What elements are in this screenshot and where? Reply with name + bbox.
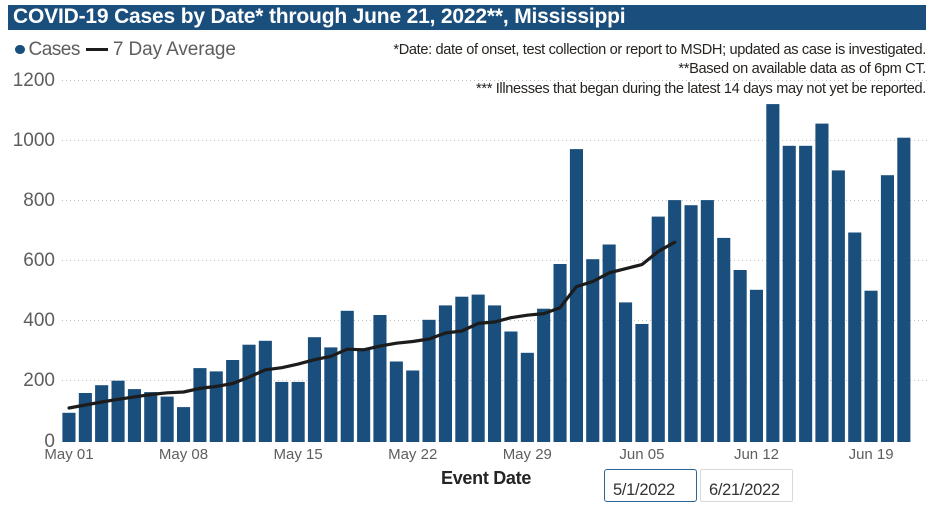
svg-text:Jun 05: Jun 05 [619, 446, 664, 463]
svg-text:400: 400 [23, 310, 55, 331]
svg-text:800: 800 [23, 190, 55, 211]
svg-text:1000: 1000 [13, 130, 55, 151]
svg-text:Jun 12: Jun 12 [734, 446, 779, 463]
svg-text:200: 200 [23, 370, 55, 391]
svg-text:Jun 19: Jun 19 [849, 446, 894, 463]
svg-text:May 22: May 22 [388, 446, 437, 463]
svg-text:0: 0 [44, 431, 55, 452]
svg-text:1200: 1200 [13, 70, 55, 91]
svg-text:May 01: May 01 [44, 446, 93, 463]
svg-text:May 15: May 15 [273, 446, 322, 463]
svg-text:600: 600 [23, 250, 55, 271]
svg-text:May 29: May 29 [503, 446, 552, 463]
svg-text:May 08: May 08 [159, 446, 208, 463]
